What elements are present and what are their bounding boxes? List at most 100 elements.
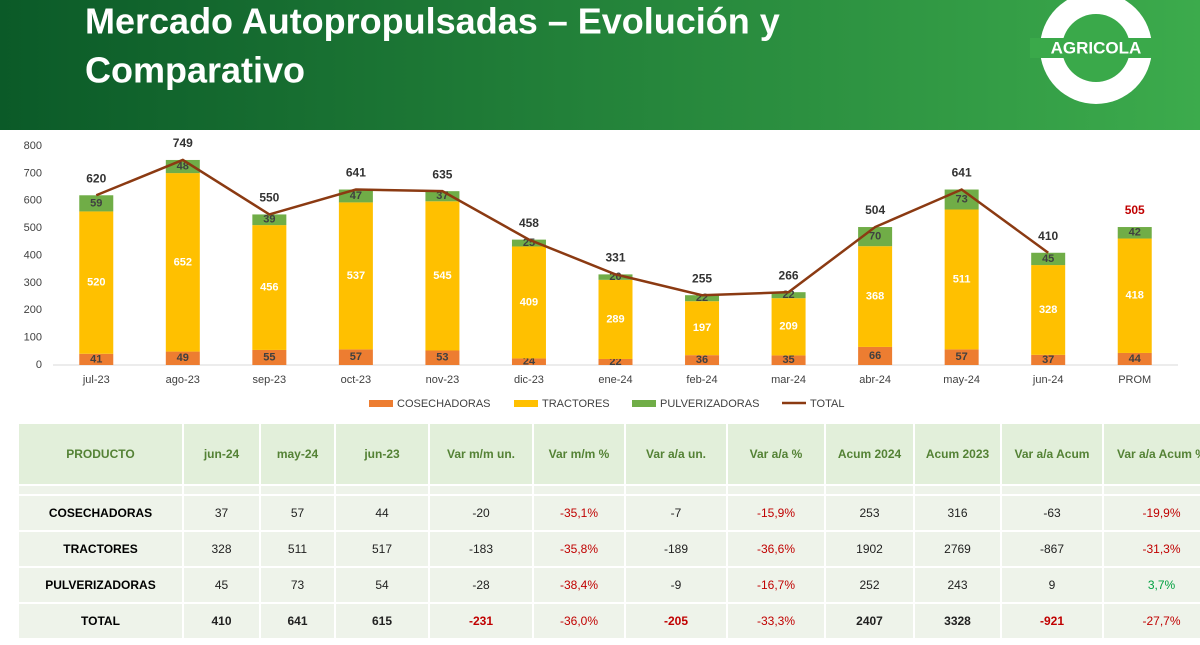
bar-segment	[511, 239, 546, 247]
data-label: 42	[1129, 227, 1141, 239]
table-cell: -231	[428, 602, 534, 640]
y-tick-label: 800	[24, 140, 42, 152]
table-row: TRACTORES 328 511 517 -183 -35,8% -189 -36,6% 19…	[17, 530, 1200, 568]
table-cell: 316	[913, 494, 1002, 532]
data-label: 328	[1039, 304, 1057, 316]
data-label: 197	[693, 322, 711, 334]
chart: Mercado Autopropulsadas – Evolución y Co…	[0, 0, 1200, 410]
bar-segment	[338, 349, 373, 365]
x-tick-label: PROM	[1118, 374, 1151, 386]
title: Comparativo	[85, 50, 305, 91]
y-tick-label: 500	[24, 222, 42, 234]
bar-segment	[1031, 354, 1066, 365]
table-cell: -9	[624, 566, 728, 604]
table-cell: 2769	[913, 530, 1002, 568]
table-cell: 37	[182, 494, 261, 532]
legend-swatch	[369, 400, 393, 407]
bar-segment	[598, 279, 633, 359]
legend-label: PULVERIZADORAS	[660, 398, 759, 410]
spacer-cell	[428, 485, 534, 495]
data-label: 57	[956, 351, 968, 363]
bar-segment	[511, 358, 546, 365]
table-cell: 252	[824, 566, 915, 604]
legend-label: TOTAL	[810, 398, 844, 410]
y-tick-label: 0	[36, 359, 42, 371]
table-cell: -35,8%	[532, 530, 626, 568]
header-cell: Var a/a Acum %	[1102, 422, 1200, 486]
header-cell: jun-24	[182, 422, 261, 486]
spacer-cell	[624, 485, 728, 495]
bar-segment	[425, 350, 460, 365]
header-cell: PRODUCTO	[17, 422, 184, 486]
table-cell: -31,3%	[1102, 530, 1200, 568]
y-tick-label: 100	[24, 332, 42, 344]
row-label: COSECHADORAS	[17, 494, 184, 532]
title: Mercado Autopropulsadas – Evolución y	[85, 1, 780, 42]
table-cell: 9	[1000, 566, 1104, 604]
total-label: 266	[779, 268, 799, 282]
total-label: 641	[346, 166, 366, 180]
row-label: PULVERIZADORAS	[17, 566, 184, 604]
y-tick-label: 700	[24, 167, 42, 179]
bar-segment	[1031, 265, 1066, 355]
bar-segment	[79, 195, 114, 212]
table-row: COSECHADORAS 37 57 44 -20 -35,1% -7 -15,9% 253 31…	[17, 494, 1200, 532]
bar-segment	[252, 349, 287, 365]
bar-segment	[425, 201, 460, 351]
x-tick-label: feb-24	[686, 374, 717, 386]
prom-total-label: 505	[1125, 203, 1145, 217]
y-tick-label: 300	[24, 277, 42, 289]
data-label: 39	[263, 214, 275, 226]
bar-segment	[1117, 227, 1152, 239]
table-cell: 54	[334, 566, 430, 604]
table-cell: 2407	[824, 602, 915, 640]
table-cell: -38,4%	[532, 566, 626, 604]
bar-segment	[771, 292, 806, 299]
data-label: 511	[953, 273, 971, 285]
table-cell: 511	[259, 530, 336, 568]
y-tick-label: 600	[24, 195, 42, 207]
x-tick-label: ene-24	[598, 374, 632, 386]
data-label: 66	[869, 350, 881, 362]
table-cell: -921	[1000, 602, 1104, 640]
table-cell: -20	[428, 494, 534, 532]
header-cell: Var a/a %	[726, 422, 826, 486]
bar-segment	[685, 301, 720, 356]
table-cell: -7	[624, 494, 728, 532]
bar-segment	[771, 298, 806, 356]
spacer-cell	[334, 485, 430, 495]
table-cell: 243	[913, 566, 1002, 604]
header-row: PRODUCTO jun-24 may-24 jun-23 Var m/m un. Var…	[17, 422, 1200, 486]
table-cell: -35,1%	[532, 494, 626, 532]
spacer-cell	[913, 485, 1002, 495]
x-tick-label: jun-24	[1032, 374, 1064, 386]
x-tick-label: dic-23	[514, 374, 544, 386]
data-label: 289	[606, 313, 624, 325]
bar-segment	[252, 225, 287, 350]
bar-segment	[771, 355, 806, 365]
header-cell: Var m/m un.	[428, 422, 534, 486]
data-label: 209	[779, 321, 797, 333]
total-label: 749	[173, 136, 193, 150]
table-row: TOTAL 410 641 615 -231 -36,0% -205 -33,3% 2407 33…	[17, 602, 1200, 640]
table: PRODUCTO jun-24 may-24 jun-23 Var m/m un. Var…	[17, 422, 1200, 640]
table-cell: -867	[1000, 530, 1104, 568]
spacer-cell	[259, 485, 336, 495]
legend-label: TRACTORES	[542, 398, 610, 410]
bar-segment	[1117, 238, 1152, 353]
legend-label: COSECHADORAS	[397, 398, 491, 410]
header-cell: jun-23	[334, 422, 430, 486]
table-cell: 73	[259, 566, 336, 604]
data-label: 24	[523, 356, 536, 368]
spacer-cell	[1102, 485, 1200, 495]
spacer	[17, 485, 1200, 495]
legend-swatch	[632, 400, 656, 407]
bar-segment	[944, 209, 979, 350]
table-cell: 410	[182, 602, 261, 640]
row-label: TRACTORES	[17, 530, 184, 568]
data-label: 57	[350, 351, 362, 363]
table-cell: 615	[334, 602, 430, 640]
table-cell: -28	[428, 566, 534, 604]
bar-segment	[165, 173, 200, 352]
